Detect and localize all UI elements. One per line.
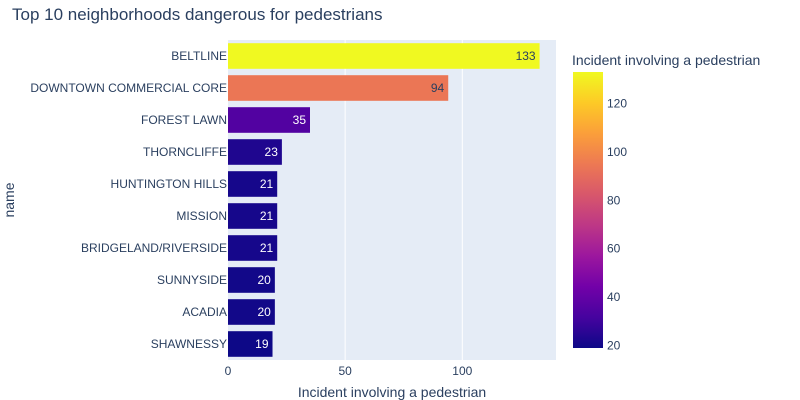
- x-tick-label: 0: [225, 364, 232, 378]
- bar: [228, 331, 273, 357]
- bar: [228, 267, 275, 293]
- x-axis-title: Incident involving a pedestrian: [298, 384, 486, 400]
- bar-value-label: 21: [260, 209, 274, 223]
- y-tick-label: SHAWNESSY: [151, 337, 227, 351]
- y-tick-label: DOWNTOWN COMMERCIAL CORE: [30, 81, 227, 95]
- colorbar-tick-label: 100: [607, 145, 627, 159]
- y-tick-label: FOREST LAWN: [141, 113, 227, 127]
- x-tick-label: 100: [452, 364, 472, 378]
- bar: [228, 107, 310, 133]
- bars: 133 94 35 23 21 21 21 20 20 19: [228, 43, 540, 357]
- colorbar-tick-label: 120: [607, 96, 627, 110]
- bar: [228, 75, 449, 101]
- x-axis-ticks: 0 50 100: [225, 364, 473, 378]
- y-tick-label: BRIDGELAND/RIVERSIDE: [81, 241, 227, 255]
- bar-value-label: 133: [516, 49, 536, 63]
- colorbar-tick-label: 40: [607, 290, 621, 304]
- y-tick-label: THORNCLIFFE: [143, 145, 227, 159]
- colorbar-tick-label: 80: [607, 193, 621, 207]
- colorbar-tick-label: 60: [607, 242, 621, 256]
- bar: [228, 299, 275, 325]
- bar-value-label: 21: [260, 241, 274, 255]
- bar: [228, 43, 540, 69]
- bar: [228, 171, 278, 197]
- y-axis-title: name: [1, 182, 17, 217]
- chart-title: Top 10 neighborhoods dangerous for pedes…: [12, 5, 383, 24]
- y-tick-label: ACADIA: [182, 305, 227, 319]
- bar: [228, 203, 278, 229]
- bar-value-label: 20: [257, 305, 271, 319]
- bar-value-label: 35: [293, 113, 307, 127]
- colorbar: [573, 72, 603, 348]
- bar-value-label: 94: [431, 81, 445, 95]
- bar-value-label: 19: [255, 337, 269, 351]
- y-axis-ticks: BELTLINE DOWNTOWN COMMERCIAL CORE FOREST L…: [30, 49, 227, 351]
- bar: [228, 139, 282, 165]
- y-tick-label: SUNNYSIDE: [157, 273, 227, 287]
- colorbar-tick-label: 20: [607, 339, 621, 353]
- bar-value-label: 23: [265, 145, 279, 159]
- y-tick-label: HUNTINGTON HILLS: [111, 177, 227, 191]
- y-tick-label: MISSION: [176, 209, 227, 223]
- colorbar-title: Incident involving a pedestrian: [572, 52, 760, 68]
- y-tick-label: BELTLINE: [171, 49, 227, 63]
- bar-value-label: 21: [260, 177, 274, 191]
- colorbar-ticks: 20 40 60 80 100 120: [607, 96, 627, 352]
- bar: [228, 235, 278, 261]
- bar-value-label: 20: [257, 273, 271, 287]
- x-tick-label: 50: [338, 364, 352, 378]
